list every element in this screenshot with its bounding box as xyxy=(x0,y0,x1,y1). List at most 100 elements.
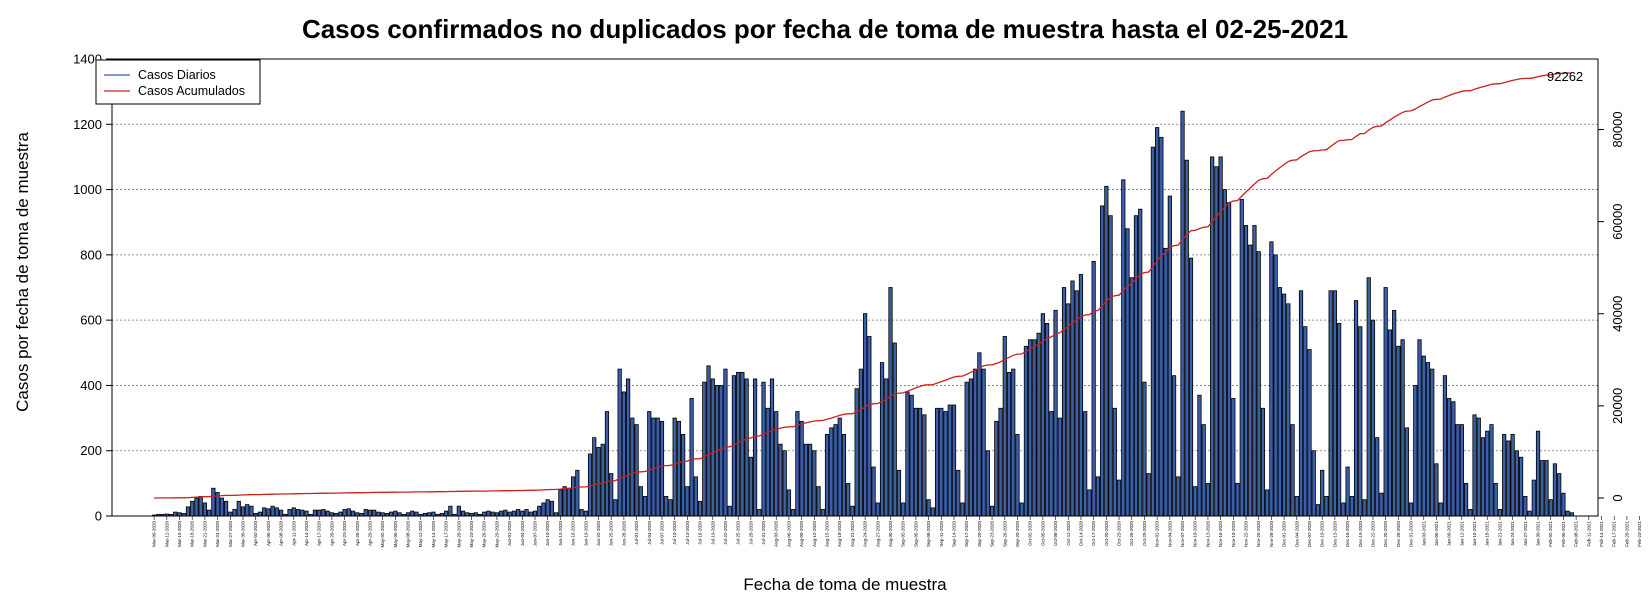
x-tick-label: Feb-17-2021 xyxy=(1612,521,1617,547)
x-tick-label: Dec-07-2020 xyxy=(1307,521,1312,548)
daily-bar xyxy=(1133,215,1139,517)
daily-bar xyxy=(600,443,605,517)
daily-bar xyxy=(985,450,990,517)
daily-bar xyxy=(1188,257,1194,517)
daily-bar xyxy=(1002,336,1007,517)
daily-bar xyxy=(850,505,855,517)
daily-bar xyxy=(592,437,597,517)
x-tick-label: Jun-19-2020 xyxy=(583,521,588,547)
daily-bar xyxy=(795,411,800,517)
x-tick-label: Jun-01-2020 xyxy=(507,521,512,547)
daily-bar xyxy=(1476,417,1481,517)
daily-bar xyxy=(1451,401,1456,517)
daily-bar xyxy=(228,511,233,517)
daily-bar xyxy=(223,500,229,517)
x-tick-label: Jan-06-2021 xyxy=(1434,521,1439,547)
daily-bar xyxy=(905,391,910,517)
left-y-ticks: 0 200 400 600 800 1000 1200 1400 xyxy=(73,52,112,524)
daily-bar xyxy=(1540,460,1545,517)
x-tick-label: Mar-24-2020 xyxy=(215,521,220,547)
daily-bar xyxy=(736,371,741,517)
daily-bar xyxy=(977,352,982,517)
daily-bar xyxy=(499,510,504,517)
daily-bar xyxy=(1083,411,1088,517)
x-tick-label: May-20-2020 xyxy=(456,521,461,548)
daily-bar xyxy=(312,509,318,517)
daily-bar xyxy=(858,368,863,517)
x-tick-label: Jan-21-2021 xyxy=(1497,521,1502,547)
daily-bar xyxy=(723,368,728,517)
x-tick-label: Jul-07-2020 xyxy=(659,521,664,545)
daily-bar xyxy=(431,511,436,517)
daily-bar xyxy=(1078,274,1084,517)
daily-bar xyxy=(1235,482,1240,517)
daily-bar xyxy=(1112,407,1117,517)
daily-bar xyxy=(1489,424,1494,517)
x-tick-label: Oct-17-2020 xyxy=(1091,521,1096,547)
daily-bar xyxy=(761,381,766,517)
daily-bar xyxy=(1040,313,1045,517)
daily-bar xyxy=(719,385,724,517)
daily-bar xyxy=(1163,247,1168,517)
y-tick-label: 200 xyxy=(80,443,102,458)
x-tick-label: Jul-22-2020 xyxy=(723,521,728,545)
daily-bar xyxy=(524,509,529,517)
daily-bar xyxy=(1294,496,1299,517)
daily-bar xyxy=(879,362,885,517)
y2-tick-label: 0 xyxy=(1610,494,1625,501)
x-tick-label: Jan-30-2021 xyxy=(1536,521,1541,547)
daily-bar xyxy=(1023,345,1029,517)
daily-bar xyxy=(190,500,195,517)
daily-bar xyxy=(1425,362,1431,517)
daily-bar xyxy=(1201,424,1206,517)
daily-bar xyxy=(549,500,555,517)
daily-bar xyxy=(410,510,415,517)
x-tick-label: Feb-08-2021 xyxy=(1574,521,1579,547)
daily-bar xyxy=(672,417,677,517)
x-tick-label: Sep-11-2020 xyxy=(939,521,944,547)
daily-bar xyxy=(1290,424,1295,517)
daily-bar xyxy=(1430,368,1435,517)
x-tick-label: Nov-07-2020 xyxy=(1180,521,1185,548)
daily-bar xyxy=(240,506,246,517)
daily-bar xyxy=(1057,417,1062,517)
x-tick-label: Oct-05-2020 xyxy=(1040,521,1045,547)
daily-bar xyxy=(820,509,825,517)
x-tick-label: Jun-25-2020 xyxy=(609,521,614,547)
daily-bar xyxy=(1510,433,1515,517)
daily-bar xyxy=(765,407,770,517)
x-tick-label: Jun-10-2020 xyxy=(545,521,550,547)
daily-bar xyxy=(1392,309,1397,517)
daily-bar xyxy=(613,499,618,517)
daily-bar xyxy=(1146,473,1151,517)
daily-bar xyxy=(1171,375,1177,517)
x-tick-label: Mar-18-2020 xyxy=(190,521,195,547)
daily-bar xyxy=(1332,290,1337,517)
daily-bar xyxy=(1472,414,1477,517)
daily-bar xyxy=(1341,502,1346,517)
daily-bar xyxy=(833,424,838,517)
daily-bar xyxy=(587,453,593,517)
y-tick-label: 1000 xyxy=(73,182,102,197)
daily-bar xyxy=(1125,228,1130,517)
daily-bar xyxy=(922,414,927,517)
daily-bar xyxy=(803,443,808,517)
daily-bar xyxy=(562,486,567,517)
daily-bar xyxy=(1129,277,1134,517)
daily-bar xyxy=(300,509,305,517)
daily-bar xyxy=(871,466,876,517)
daily-bar xyxy=(1527,510,1532,517)
daily-bar xyxy=(1252,225,1257,517)
x-tick-label: Sep-02-2020 xyxy=(901,521,906,548)
x-axis-title: Fecha de toma de muestra xyxy=(743,575,947,594)
daily-bar xyxy=(1408,502,1414,517)
x-tick-label: Sep-14-2020 xyxy=(951,521,956,548)
daily-bar xyxy=(867,336,872,517)
daily-bar xyxy=(841,433,847,517)
cumulative-line xyxy=(154,72,1572,499)
x-tick-label: Oct-23-2020 xyxy=(1117,521,1122,547)
daily-bar xyxy=(960,502,965,517)
daily-bar xyxy=(198,496,203,517)
x-tick-label: May-26-2020 xyxy=(482,521,487,548)
